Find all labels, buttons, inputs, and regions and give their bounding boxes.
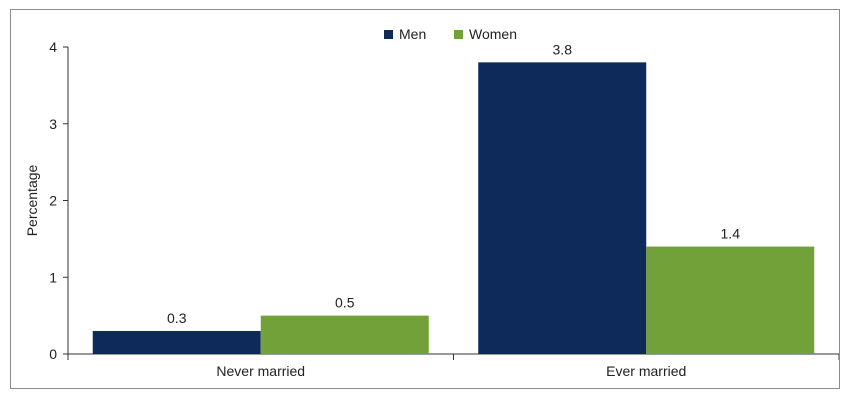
legend-swatch-men bbox=[384, 30, 393, 39]
cropped-header-text bbox=[12, 0, 172, 5]
data-labels: 0.3 0.5 3.8 1.4 bbox=[167, 41, 740, 326]
y-tick-label: 2 bbox=[49, 193, 57, 209]
x-tick-label: Never married bbox=[216, 363, 305, 379]
y-tick-label: 3 bbox=[49, 116, 57, 132]
chart-frame: 0 1 2 3 4 Percentage Never married Ever married… bbox=[10, 9, 840, 389]
bar-women-0 bbox=[260, 315, 429, 354]
legend: Men Women bbox=[384, 26, 517, 42]
bars bbox=[92, 62, 815, 354]
bar-men-1 bbox=[478, 62, 647, 354]
legend-swatch-women bbox=[454, 30, 463, 39]
data-label: 0.5 bbox=[335, 295, 355, 311]
y-tick-label: 4 bbox=[49, 39, 57, 55]
legend-label-men: Men bbox=[399, 26, 426, 42]
data-label: 0.3 bbox=[167, 310, 187, 326]
legend-label-women: Women bbox=[469, 26, 517, 42]
x-tick-label: Ever married bbox=[606, 363, 686, 379]
bar-men-0 bbox=[92, 330, 261, 354]
y-axis-title: Percentage bbox=[24, 164, 40, 236]
y-tick-label: 0 bbox=[49, 346, 57, 362]
bar-women-1 bbox=[646, 246, 815, 354]
data-label: 3.8 bbox=[553, 41, 573, 57]
y-tick-label: 1 bbox=[49, 269, 57, 285]
bar-chart: 0 1 2 3 4 Percentage Never married Ever married… bbox=[24, 26, 840, 379]
data-label: 1.4 bbox=[721, 226, 741, 242]
